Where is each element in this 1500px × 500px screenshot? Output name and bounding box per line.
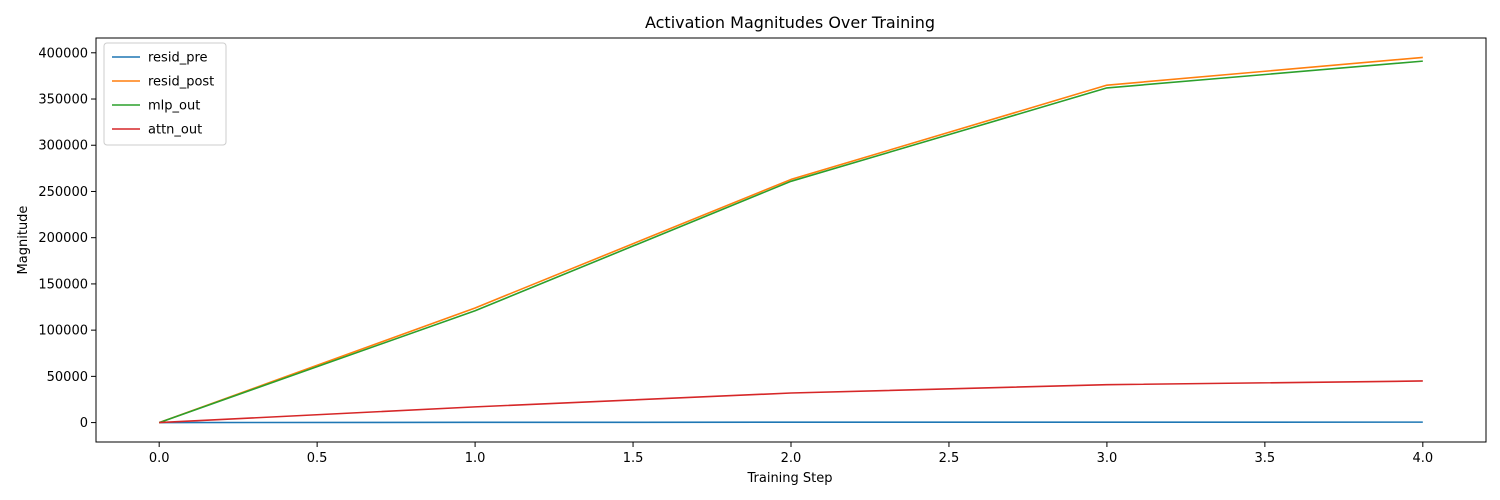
y-tick-label: 300000 [38,139,88,154]
series-lines [158,56,1423,424]
series-line-mlp-out [158,60,1423,424]
legend-label: mlp_out [148,99,200,114]
x-tick-label: 2.0 [781,451,802,466]
legend-label: resid_post [148,75,214,90]
legend-label: attn_out [148,123,202,138]
plot-area [96,38,1486,442]
plot-frame [95,37,1487,443]
x-tick-label: 1.0 [465,451,486,466]
y-tick-label: 0 [80,416,88,431]
y-tick-label: 150000 [38,277,88,292]
x-tick-label: 3.5 [1255,451,1276,466]
chart-title: Activation Magnitudes Over Training [645,13,935,32]
x-tick-label: 3.0 [1097,451,1118,466]
x-tick-label: 0.5 [307,451,328,466]
y-tick-label: 250000 [38,185,88,200]
y-axis-label: Magnitude [16,206,31,275]
y-tick-label: 100000 [38,324,88,339]
legend-label: resid_pre [148,51,208,66]
y-tick-label: 400000 [38,46,88,61]
x-tick-label: 2.5 [939,451,960,466]
x-axis-ticks: 0.0 0.5 1.0 1.5 2.0 2.5 3.0 3.5 4.0 [149,442,1433,466]
series-line-resid-post [158,56,1423,424]
x-tick-label: 1.5 [623,451,644,466]
y-axis-ticks: 0 50000 100000 150000 200000 250000 300000 3500… [38,46,96,431]
y-tick-label: 350000 [38,93,88,108]
x-tick-label: 4.0 [1412,451,1433,466]
y-tick-label: 200000 [38,231,88,246]
legend: resid_pre resid_post mlp_out attn_out [103,42,227,146]
y-tick-label: 50000 [47,370,88,385]
x-axis-label: Training Step [746,471,832,486]
legend-box [103,42,227,146]
x-tick-label: 0.0 [149,451,170,466]
series-line-attn-out [159,380,1423,424]
